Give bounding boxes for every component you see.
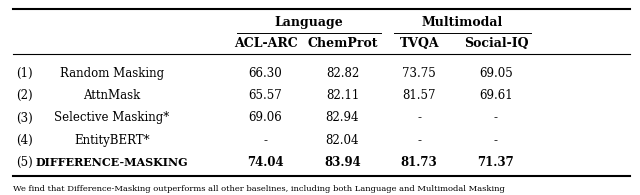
Text: -: - <box>494 112 498 124</box>
Text: 82.94: 82.94 <box>326 112 359 124</box>
Text: We find that Difference-Masking outperforms all other baselines, including both : We find that Difference-Masking outperfo… <box>13 185 505 193</box>
Text: 69.05: 69.05 <box>479 67 513 80</box>
Text: DIFFERENCE-MASKING: DIFFERENCE-MASKING <box>36 157 188 168</box>
Text: (5): (5) <box>16 156 33 169</box>
Text: Multimodal: Multimodal <box>422 16 503 29</box>
Text: TVQA: TVQA <box>399 37 439 50</box>
Text: Social-IQ: Social-IQ <box>464 37 528 50</box>
Text: -: - <box>264 134 268 147</box>
Text: (3): (3) <box>16 112 33 124</box>
Text: -: - <box>417 134 421 147</box>
Text: 82.11: 82.11 <box>326 89 359 102</box>
Text: (4): (4) <box>16 134 33 147</box>
Text: Selective Masking*: Selective Masking* <box>54 112 170 124</box>
Text: 83.94: 83.94 <box>324 156 361 169</box>
Text: EntityBERT*: EntityBERT* <box>74 134 150 147</box>
Text: 66.30: 66.30 <box>249 67 282 80</box>
Text: -: - <box>417 112 421 124</box>
Text: -: - <box>494 134 498 147</box>
Text: 81.57: 81.57 <box>403 89 436 102</box>
Text: 81.73: 81.73 <box>401 156 438 169</box>
Text: 69.06: 69.06 <box>249 112 282 124</box>
Text: 82.82: 82.82 <box>326 67 359 80</box>
Text: 71.37: 71.37 <box>477 156 515 169</box>
Text: AttnMask: AttnMask <box>83 89 141 102</box>
Text: 74.04: 74.04 <box>247 156 284 169</box>
Text: Random Masking: Random Masking <box>60 67 164 80</box>
Text: (2): (2) <box>16 89 33 102</box>
Text: 69.61: 69.61 <box>479 89 513 102</box>
Text: 82.04: 82.04 <box>326 134 359 147</box>
Text: ChemProt: ChemProt <box>307 37 378 50</box>
Text: 65.57: 65.57 <box>249 89 282 102</box>
Text: (1): (1) <box>16 67 33 80</box>
Text: Language: Language <box>275 16 343 29</box>
Text: ACL-ARC: ACL-ARC <box>234 37 298 50</box>
Text: 73.75: 73.75 <box>403 67 436 80</box>
